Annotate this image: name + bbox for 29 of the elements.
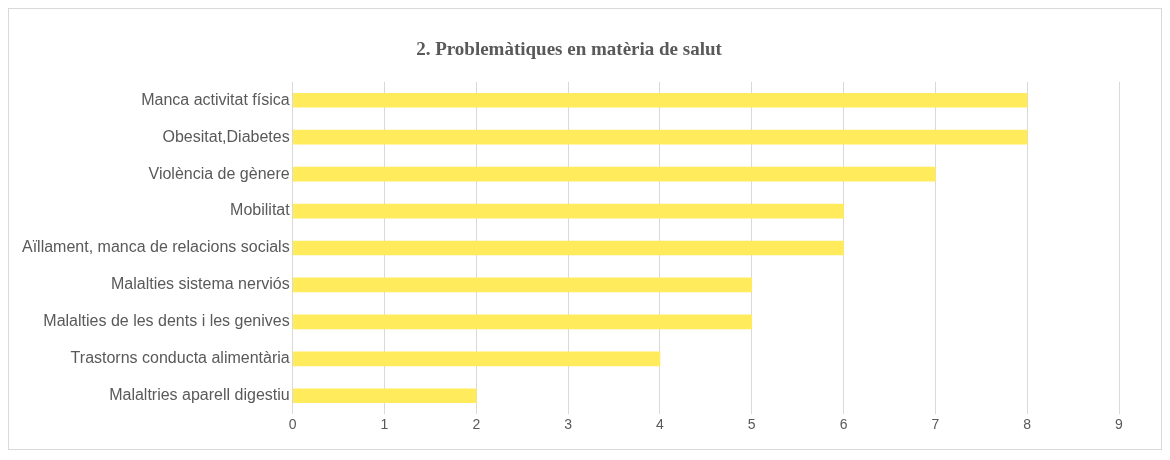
bar — [292, 314, 753, 330]
y-tick-label: Aïllament, manca de relacions socials — [21, 238, 290, 256]
y-tick-label: Malalties sistema nerviós — [110, 275, 290, 293]
y-tick-label: Trastorns conducta alimentària — [70, 349, 290, 367]
bar — [292, 166, 936, 182]
x-tick-label: 5 — [747, 416, 756, 433]
x-tick-label: 7 — [931, 416, 940, 433]
x-tick-label: 6 — [839, 416, 848, 433]
x-tick-label: 0 — [288, 416, 297, 433]
bar — [292, 203, 844, 219]
bar — [292, 240, 844, 256]
y-tick-label: Mobilitat — [230, 201, 291, 219]
y-tick-label: Violència de gènere — [148, 164, 290, 182]
x-tick-label: 3 — [564, 416, 573, 433]
chart-title: 2. Problemàtiques en matèria de salut — [416, 38, 723, 60]
y-tick-label: Manca activitat física — [141, 90, 290, 108]
x-tick-label: 8 — [1023, 416, 1032, 433]
x-tick-label: 2 — [472, 416, 481, 433]
x-tick-label: 4 — [656, 416, 665, 433]
x-tick-label: 9 — [1115, 416, 1124, 433]
bar — [292, 277, 753, 293]
y-tick-label: Malaltries aparell digestiu — [109, 386, 290, 404]
x-tick-label: 1 — [380, 416, 389, 433]
y-tick-label: Obesitat,Diabetes — [162, 127, 290, 145]
bar — [292, 351, 661, 367]
bar — [292, 129, 1028, 145]
bar — [292, 92, 1028, 108]
y-tick-label: Malalties de les dents i les genives — [43, 312, 290, 330]
bar — [292, 388, 477, 404]
